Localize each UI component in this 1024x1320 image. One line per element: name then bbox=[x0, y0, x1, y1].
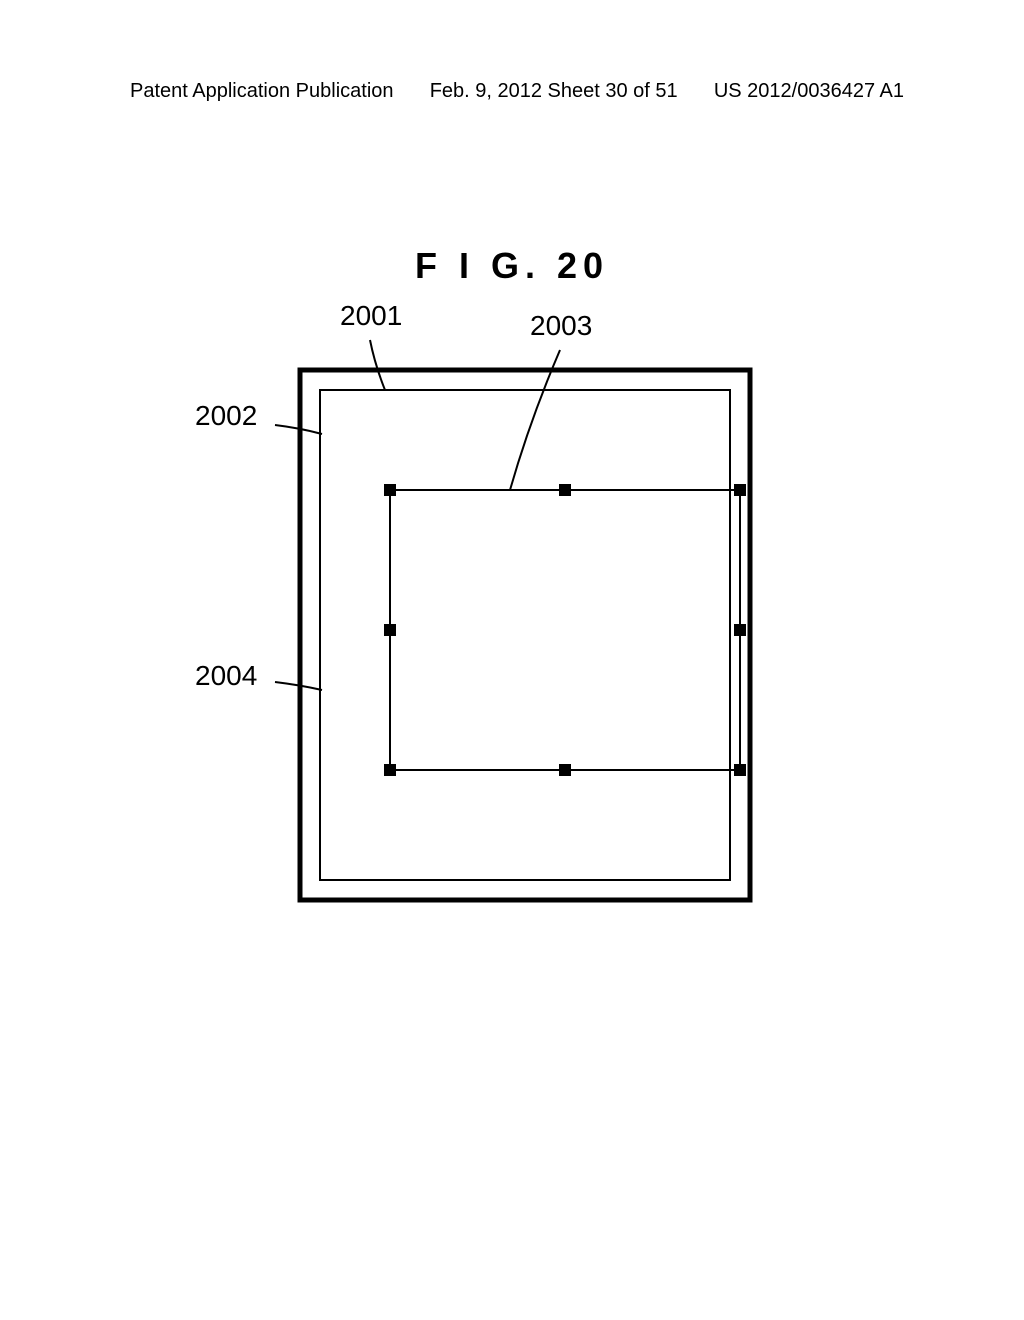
header-left-text: Patent Application Publication bbox=[130, 80, 394, 103]
selection-handle bbox=[384, 484, 396, 496]
selection-handle bbox=[559, 764, 571, 776]
outer-frame bbox=[300, 370, 750, 900]
selection-handle bbox=[734, 764, 746, 776]
page-header: Patent Application Publication Feb. 9, 2… bbox=[0, 80, 1024, 103]
header-right-text: US 2012/0036427 A1 bbox=[714, 80, 904, 103]
selection-handle bbox=[734, 624, 746, 636]
leader-2001 bbox=[370, 340, 385, 390]
selection-handle bbox=[384, 764, 396, 776]
selection-handle bbox=[734, 484, 746, 496]
selection-handle bbox=[384, 624, 396, 636]
header-mid-text: Feb. 9, 2012 Sheet 30 of 51 bbox=[430, 80, 678, 103]
selection-box bbox=[390, 490, 740, 770]
figure-title: F I G. 20 bbox=[0, 245, 1024, 287]
inner-margin-box bbox=[320, 390, 730, 880]
selection-handle bbox=[559, 484, 571, 496]
figure-diagram bbox=[200, 320, 840, 960]
